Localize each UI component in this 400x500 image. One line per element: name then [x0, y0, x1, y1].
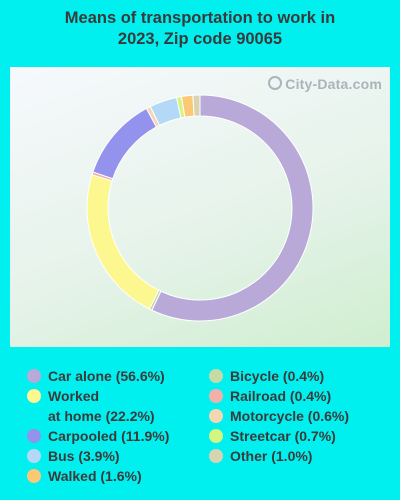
donut-slice-other [192, 94, 201, 117]
legend-left-column: Car alone (56.6%) Worked at home (22.2%) C… [27, 366, 169, 486]
chart-title-line-2: 2023, Zip code 90065 [117, 30, 283, 48]
watermark: City-Data.com [268, 76, 382, 92]
legend-label: Bus (3.9%) [48, 448, 120, 464]
legend-swatch [209, 409, 223, 423]
legend-label: Bicycle (0.4%) [230, 368, 325, 384]
legend-swatch [209, 429, 223, 443]
donut-slice-carpooled [92, 107, 158, 180]
legend-item-bicycle: Bicycle (0.4%) [209, 366, 349, 386]
legend-swatch [209, 449, 223, 463]
legend-item-motorcycle: Motorcycle (0.6%) [209, 406, 349, 426]
legend-swatch [27, 469, 41, 483]
legend-item-railroad: Railroad (0.4%) [209, 386, 349, 406]
legend-item-carpooled: Carpooled (11.9%) [27, 426, 169, 446]
chart-title: Means of transportation to work in 2023,… [0, 8, 400, 50]
legend-label: Streetcar (0.7%) [230, 428, 336, 444]
legend-item-streetcar: Streetcar (0.7%) [209, 426, 349, 446]
legend-item-walked: Walked (1.6%) [27, 466, 169, 486]
legend-swatch [27, 429, 41, 443]
chart-title-line-1: Means of transportation to work in [64, 9, 336, 27]
legend-label: Motorcycle (0.6%) [230, 408, 350, 424]
legend-label: Walked (1.6%) [48, 468, 142, 484]
legend-item-bus: Bus (3.9%) [27, 446, 169, 466]
legend-item-car-alone: Car alone (56.6%) [27, 366, 169, 386]
magnifier-icon [268, 76, 283, 90]
legend-label: Car alone (56.6%) [48, 368, 165, 384]
watermark-text: City-Data.com [285, 76, 382, 92]
legend-item-worked-at-home: Worked at home (22.2%) [27, 386, 169, 426]
donut-slice-worked-at-home [86, 174, 160, 310]
donut-slice-car-alone [151, 94, 314, 322]
legend-item-other: Other (1.0%) [209, 446, 349, 466]
legend-swatch [209, 389, 223, 403]
legend-label: Worked at home (22.2%) [48, 388, 155, 424]
legend-label: Other (1.0%) [230, 448, 313, 464]
legend-swatch [209, 369, 223, 383]
legend-swatch [27, 449, 41, 463]
legend-label: Railroad (0.4%) [230, 388, 332, 404]
legend-swatch [27, 389, 41, 403]
legend-right-column: Bicycle (0.4%) Railroad (0.4%) Motorcycle … [209, 366, 349, 466]
legend-swatch [27, 369, 41, 383]
legend-label: Carpooled (11.9%) [48, 428, 170, 444]
